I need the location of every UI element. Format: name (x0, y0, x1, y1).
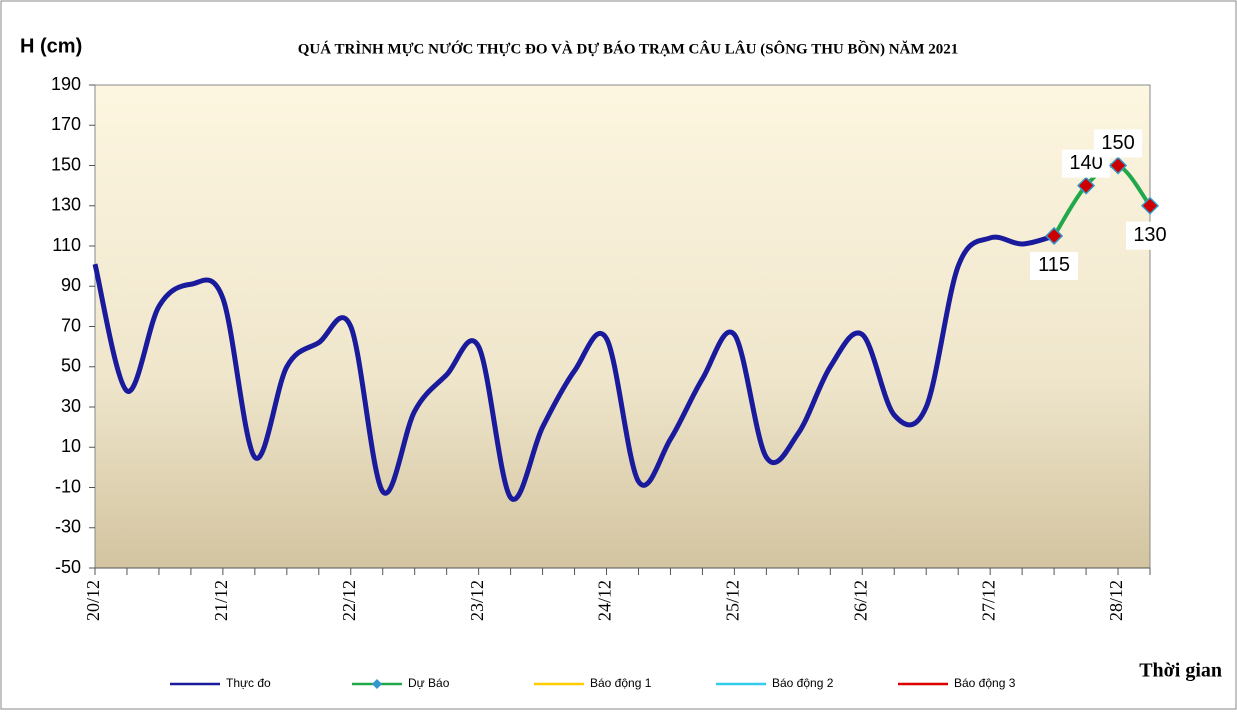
y-tick-label: -30 (55, 517, 81, 537)
legend-label: Báo động 3 (954, 676, 1016, 690)
chart-title: QUÁ TRÌNH MỰC NƯỚC THỰC ĐO VÀ DỰ BÁO TRẠ… (298, 39, 959, 57)
x-tick-label: 26/12 (850, 580, 870, 621)
marker (1076, 176, 1096, 195)
y-tick-label: 30 (61, 396, 81, 416)
legend-label: Báo động 2 (772, 676, 834, 690)
marker (1140, 196, 1160, 215)
y-tick-label: 70 (61, 315, 81, 335)
data-label-box (1094, 129, 1143, 158)
y-tick-label: -50 (55, 557, 81, 577)
legend-label: Thực đo (226, 676, 271, 690)
x-tick-label: 21/12 (211, 580, 231, 621)
data-label-box (1126, 221, 1174, 250)
series-line (92, 233, 1055, 502)
x-tick-label: 23/12 (467, 580, 487, 621)
y-tick-label: 130 (51, 195, 81, 215)
y-tick-label: 110 (52, 235, 81, 255)
data-label-box (1030, 251, 1079, 280)
marker (1108, 156, 1128, 175)
y-axis-label: H (cm) (20, 35, 82, 57)
data-label: 150 (1101, 132, 1134, 154)
data-label: 130 (1133, 224, 1166, 246)
x-tick-label: 27/12 (978, 580, 998, 621)
x-axis-label: Thời gian (1139, 660, 1222, 682)
x-tick-label: 28/12 (1106, 580, 1126, 621)
data-label: 115 (1038, 254, 1070, 276)
plot-area (94, 84, 1151, 569)
x-tick-label: 24/12 (595, 580, 615, 621)
y-tick-label: 150 (51, 154, 81, 174)
y-tick-label: 90 (61, 275, 81, 295)
legend-label: Dự Báo (408, 676, 450, 690)
y-tick-label: 10 (61, 436, 81, 456)
legend-marker (372, 679, 382, 689)
x-tick-label: 25/12 (723, 580, 743, 621)
y-tick-label: 190 (51, 74, 81, 94)
y-tick-label: -10 (55, 476, 81, 496)
x-tick-label: 22/12 (339, 580, 359, 621)
legend-label: Báo động 1 (590, 676, 652, 690)
marker (1045, 226, 1064, 245)
x-tick-label: 20/12 (83, 580, 103, 621)
y-tick-label: 170 (51, 114, 81, 134)
y-tick-label: 50 (61, 356, 81, 376)
